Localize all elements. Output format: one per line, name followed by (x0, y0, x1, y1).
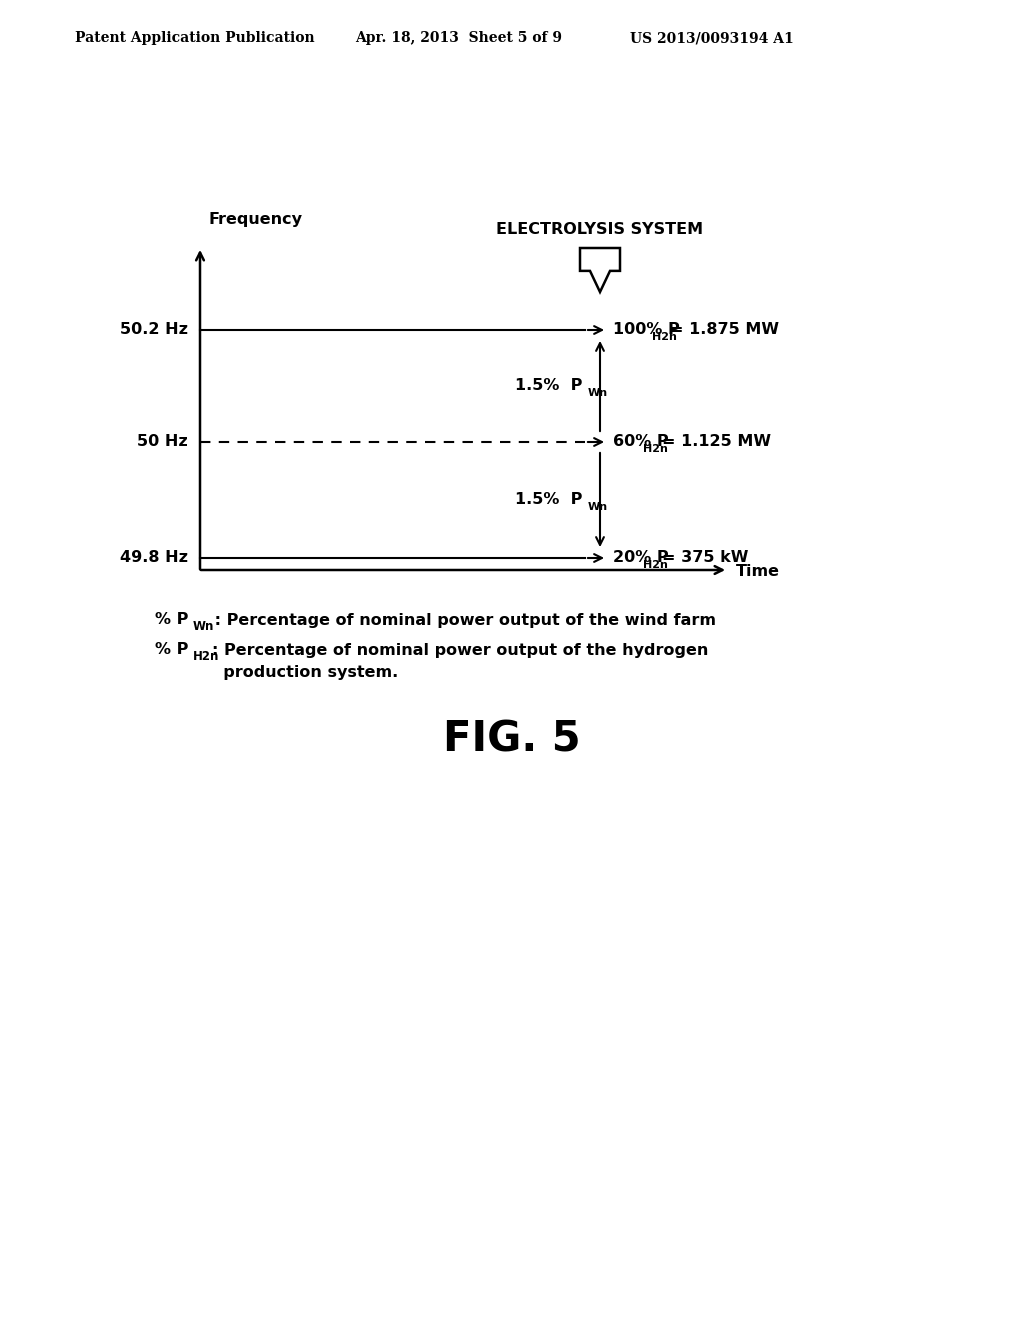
Text: Wn: Wn (193, 620, 214, 634)
Text: : Percentage of nominal power output of the wind farm: : Percentage of nominal power output of … (209, 612, 716, 627)
Text: 1.5%  P: 1.5% P (515, 379, 583, 393)
Text: Patent Application Publication: Patent Application Publication (75, 30, 314, 45)
Text: US 2013/0093194 A1: US 2013/0093194 A1 (630, 30, 794, 45)
Text: H2n: H2n (643, 444, 669, 454)
Text: Wn: Wn (588, 388, 608, 399)
Text: ELECTROLYSIS SYSTEM: ELECTROLYSIS SYSTEM (497, 223, 703, 238)
Text: production system.: production system. (212, 664, 398, 680)
Text: Wn: Wn (588, 502, 608, 512)
Text: Apr. 18, 2013  Sheet 5 of 9: Apr. 18, 2013 Sheet 5 of 9 (355, 30, 562, 45)
Text: 50.2 Hz: 50.2 Hz (120, 322, 188, 338)
Text: 49.8 Hz: 49.8 Hz (120, 550, 188, 565)
Text: Frequency: Frequency (208, 213, 302, 227)
Text: 100% P: 100% P (613, 322, 680, 338)
Text: H2n: H2n (193, 651, 219, 664)
Text: % P: % P (155, 643, 188, 657)
Text: H2n: H2n (643, 560, 669, 570)
Text: 60% P: 60% P (613, 434, 669, 450)
Text: = 1.875 MW: = 1.875 MW (670, 322, 779, 338)
Text: : Percentage of nominal power output of the hydrogen: : Percentage of nominal power output of … (212, 643, 709, 657)
Text: FIG. 5: FIG. 5 (443, 719, 581, 762)
Text: H2n: H2n (652, 333, 677, 342)
Text: = 1.125 MW: = 1.125 MW (662, 434, 770, 450)
Text: 20% P: 20% P (613, 550, 669, 565)
Text: 50 Hz: 50 Hz (137, 434, 188, 450)
Text: 1.5%  P: 1.5% P (515, 492, 583, 507)
Text: = 375 kW: = 375 kW (662, 550, 748, 565)
Text: Time: Time (736, 564, 780, 578)
Polygon shape (580, 248, 620, 292)
Text: % P: % P (155, 612, 188, 627)
